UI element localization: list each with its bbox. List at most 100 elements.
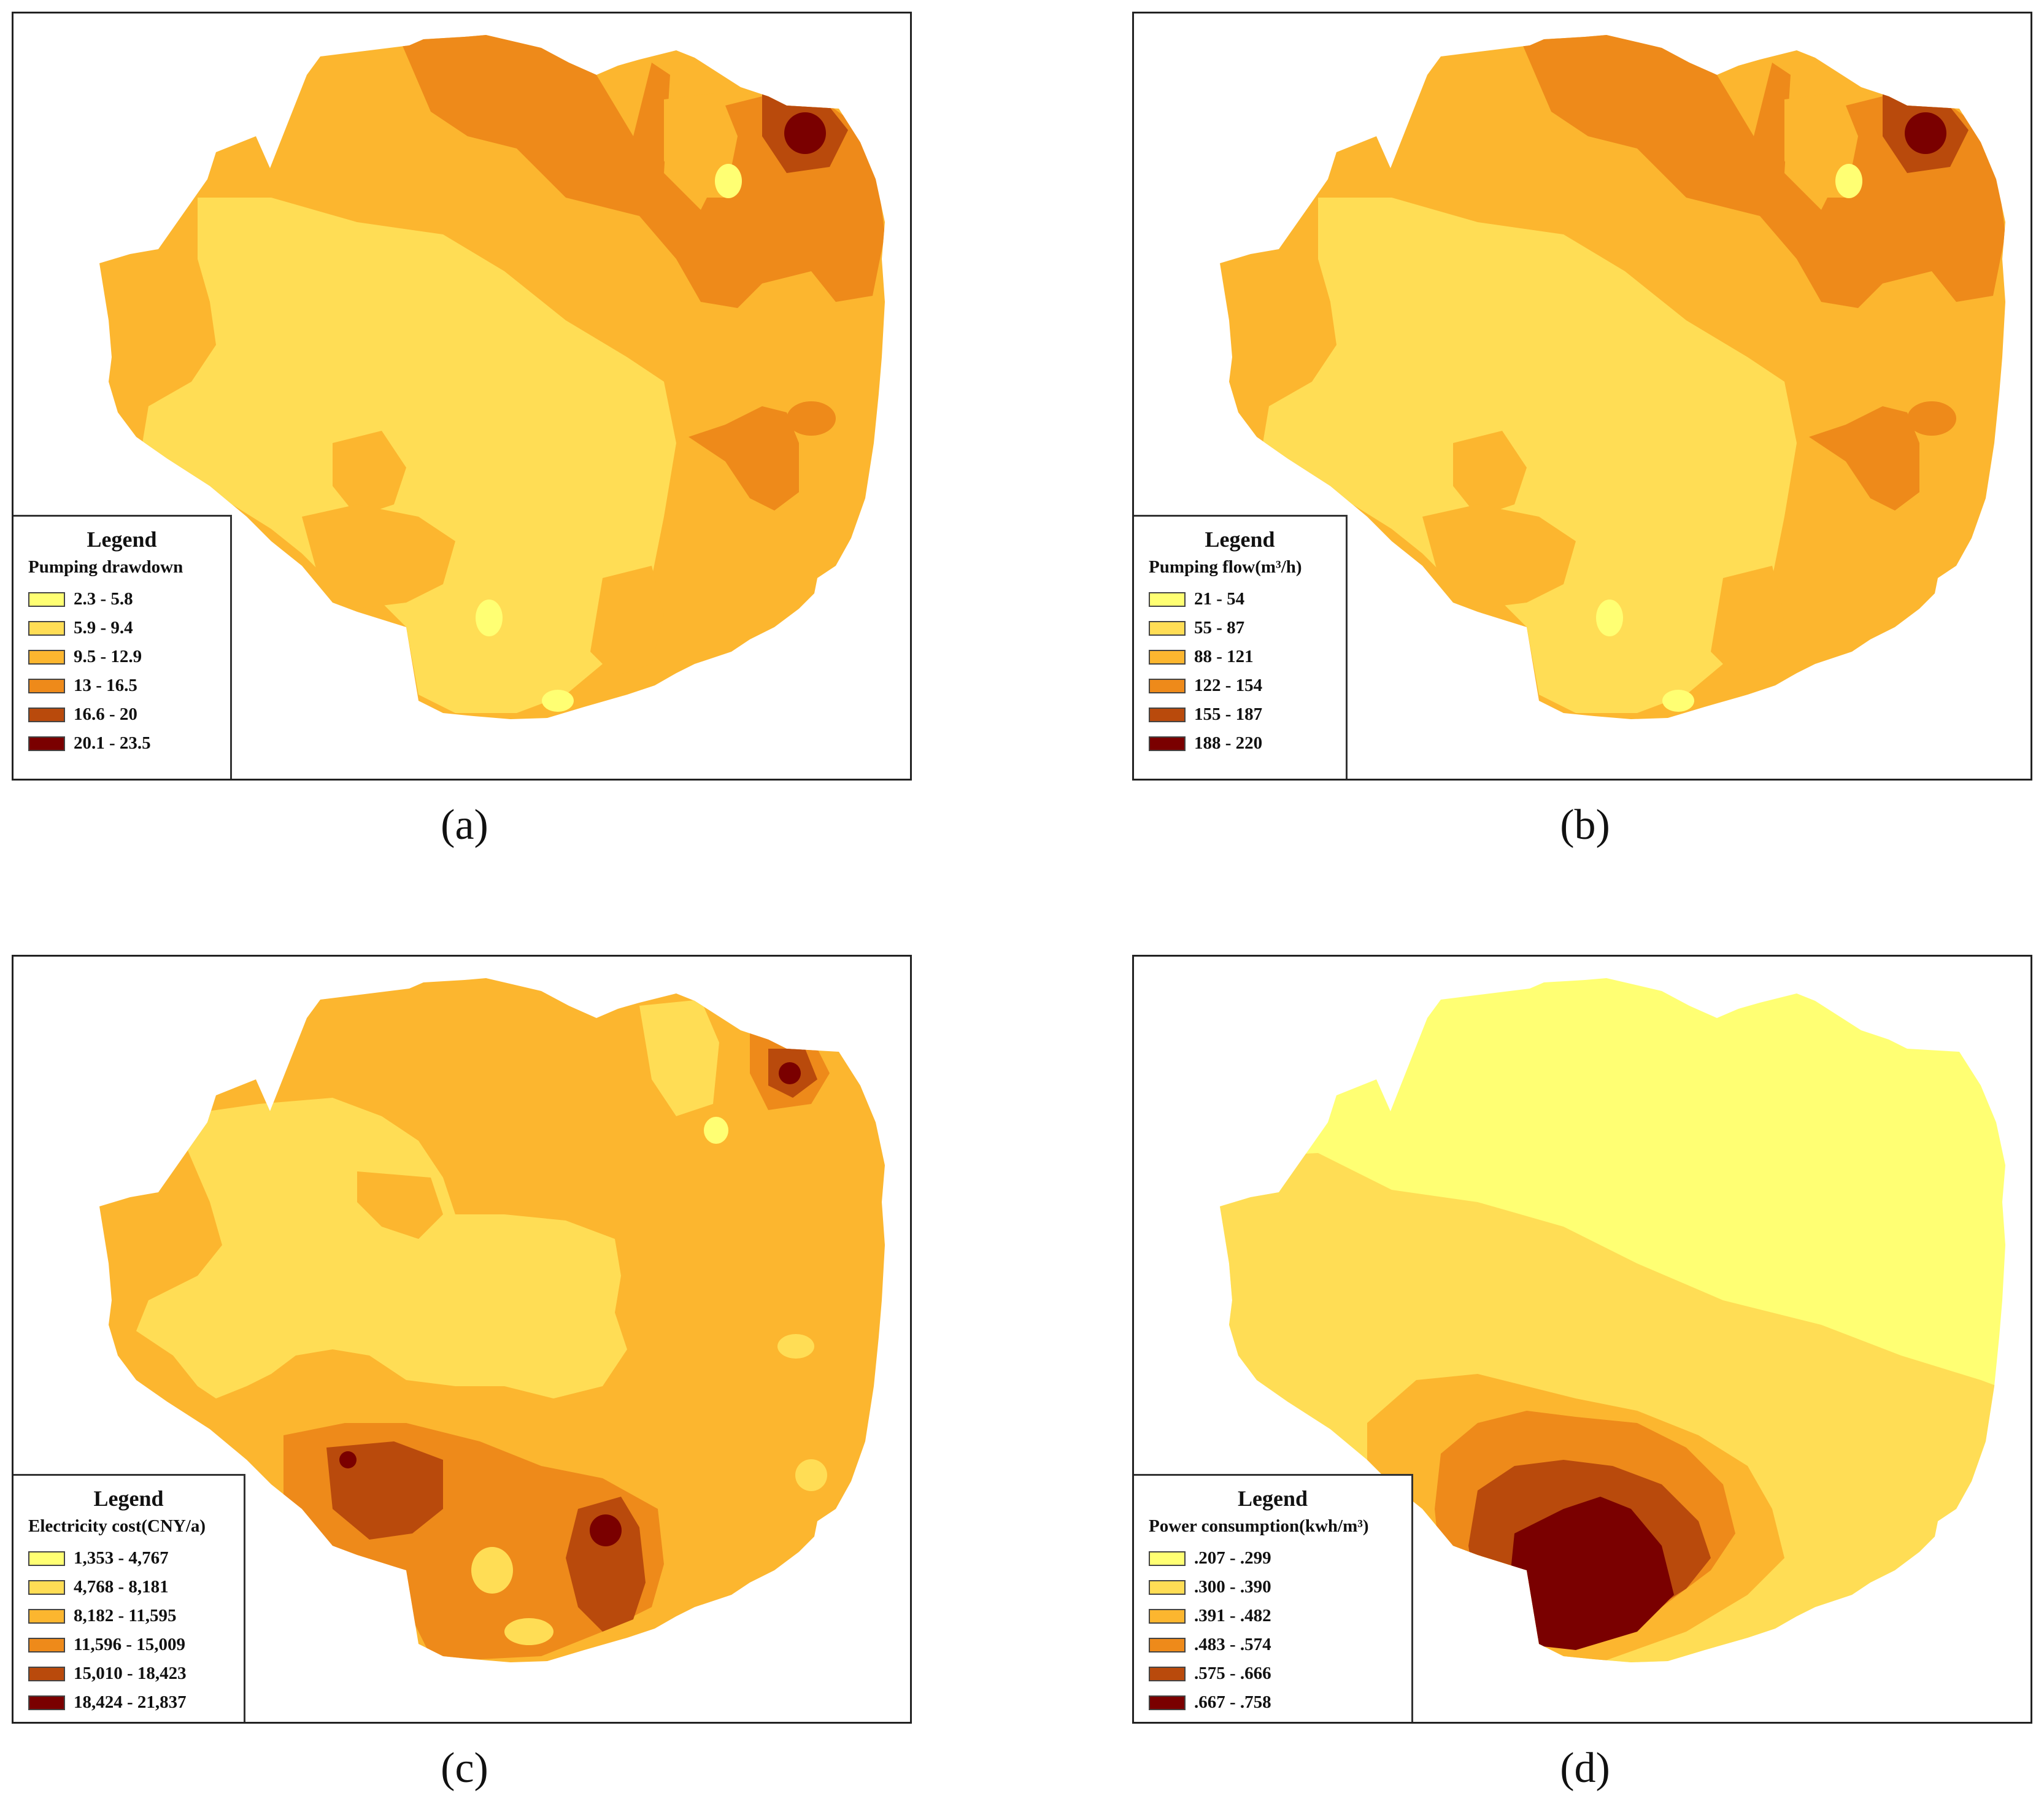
zone-class-3-southeast <box>590 566 664 676</box>
legend-item: 55 - 87 <box>1149 614 1331 642</box>
zone-class-6-south <box>1508 1497 1674 1650</box>
zone-class-2-dot <box>1360 451 1375 466</box>
legend-item: 18,424 - 21,837 <box>28 1688 229 1717</box>
legend-label: 21 - 54 <box>1194 589 1245 609</box>
legend-swatch <box>1149 620 1186 636</box>
legend-label: .575 - .666 <box>1194 1664 1271 1683</box>
legend-label: 18,424 - 21,837 <box>74 1692 187 1712</box>
legend-item: 188 - 220 <box>1149 729 1331 758</box>
legend-item: 13 - 16.5 <box>28 671 215 700</box>
legend-item: .667 - .758 <box>1149 1688 1397 1717</box>
legend-item: 88 - 121 <box>1149 642 1331 671</box>
map-panel-d: Legend Power consumption(kwh/m³) .207 - … <box>1132 955 2032 1724</box>
legend-swatch <box>28 1666 65 1681</box>
zone-class-3-southeast <box>1711 566 1784 676</box>
legend-swatch <box>1149 736 1186 751</box>
legend-label: 88 - 121 <box>1194 647 1254 666</box>
zone-class-6-peak <box>1905 112 1946 154</box>
zone-class-2-dot <box>239 451 254 466</box>
legend-variable: Electricity cost(CNY/a) <box>28 1516 206 1536</box>
legend-label: 15,010 - 18,423 <box>74 1664 187 1683</box>
legend-variable: Power consumption(kwh/m³) <box>1149 1516 1369 1536</box>
panel-caption-b: (b) <box>1560 801 1610 849</box>
legend-variable: Pumping drawdown <box>28 557 183 577</box>
legend-label: .207 - .299 <box>1194 1548 1271 1568</box>
legend-item: .575 - .666 <box>1149 1659 1397 1688</box>
panel-caption-d: (d) <box>1560 1745 1610 1792</box>
zone-class-2-west <box>136 1098 627 1398</box>
zone-class-3-inner <box>333 431 406 517</box>
legend-swatch <box>1149 707 1186 722</box>
legend-label: 9.5 - 12.9 <box>74 647 142 666</box>
legend-swatch <box>1149 678 1186 693</box>
legend-label: 20.1 - 23.5 <box>74 733 151 753</box>
legend-item: 11,596 - 15,009 <box>28 1630 229 1659</box>
pumping-drawdown-map <box>99 35 885 719</box>
zone-class-6-northeast-peak <box>779 1062 801 1084</box>
legend-item: 2.3 - 5.8 <box>28 585 215 614</box>
zone-class-5-southeast <box>566 1497 646 1632</box>
power-consumption-map <box>1220 978 2005 1662</box>
legend-title: Legend <box>93 1486 164 1511</box>
legend-swatch <box>28 707 65 722</box>
zone-class-1-south-edge <box>542 690 574 712</box>
zone-class-4-east <box>688 406 799 511</box>
electricity-cost-map <box>99 978 885 1662</box>
legend-label: .667 - .758 <box>1194 1692 1271 1712</box>
zone-class-2-east-spot <box>777 1334 814 1359</box>
legend-label: 5.9 - 9.4 <box>74 618 133 638</box>
zone-class-4-east-spot <box>787 401 836 436</box>
legend-swatch <box>28 1579 65 1595</box>
legend-item: 122 - 154 <box>1149 671 1331 700</box>
legend-swatch <box>1149 1666 1186 1681</box>
legend-swatch <box>1149 1579 1186 1595</box>
zone-class-3-south <box>302 504 455 609</box>
legend-label: 16.6 - 20 <box>74 704 137 724</box>
legend-item: 21 - 54 <box>1149 585 1331 614</box>
legend-item: 4,768 - 8,181 <box>28 1573 229 1602</box>
legend-variable: Pumping flow(m³/h) <box>1149 557 1302 577</box>
zone-class-3-south <box>1422 504 1576 609</box>
zone-class-6-southwest-peak <box>339 1451 357 1468</box>
pumping-flow-map <box>1220 35 2005 719</box>
legend-item: 8,182 - 11,595 <box>28 1602 229 1630</box>
zone-class-1-spot <box>715 164 742 198</box>
legend-c: Legend Electricity cost(CNY/a) 1,353 - 4… <box>13 1474 245 1722</box>
map-panel-b: Legend Pumping flow(m³/h) 21 - 54 55 - 8… <box>1132 12 2032 781</box>
legend-swatch <box>28 592 65 607</box>
legend-label: 11,596 - 15,009 <box>74 1635 186 1654</box>
panel-caption-a: (a) <box>441 801 488 849</box>
legend-label: 8,182 - 11,595 <box>74 1606 177 1626</box>
zone-class-1-spot <box>704 1117 728 1144</box>
legend-label: 13 - 16.5 <box>74 676 137 695</box>
map-panel-c: Legend Electricity cost(CNY/a) 1,353 - 4… <box>12 955 912 1724</box>
legend-item: 15,010 - 18,423 <box>28 1659 229 1688</box>
legend-swatch <box>1149 1637 1186 1653</box>
legend-swatch <box>28 678 65 693</box>
zone-class-5-southwest <box>326 1441 443 1540</box>
legend-label: 1,353 - 4,767 <box>74 1548 169 1568</box>
zone-class-3-inner <box>357 1171 443 1239</box>
legend-item: 9.5 - 12.9 <box>28 642 215 671</box>
zone-class-2-south-inner-2 <box>504 1618 553 1645</box>
zone-class-3-inner <box>1453 431 1527 517</box>
legend-label: 2.3 - 5.8 <box>74 589 133 609</box>
legend-b: Legend Pumping flow(m³/h) 21 - 54 55 - 8… <box>1134 515 1348 779</box>
legend-a: Legend Pumping drawdown 2.3 - 5.8 5.9 - … <box>13 515 232 779</box>
legend-title: Legend <box>87 527 157 552</box>
legend-swatch <box>1149 1608 1186 1624</box>
legend-label: 155 - 187 <box>1194 704 1263 724</box>
legend-item: 20.1 - 23.5 <box>28 729 215 758</box>
legend-label: 55 - 87 <box>1194 618 1245 638</box>
legend-item: .300 - .390 <box>1149 1573 1397 1602</box>
zone-class-6-southeast-peak <box>590 1514 622 1546</box>
legend-item: .207 - .299 <box>1149 1544 1397 1573</box>
zone-class-2-south-inner <box>471 1547 513 1594</box>
zone-class-2-central <box>142 198 676 713</box>
legend-d: Legend Power consumption(kwh/m³) .207 - … <box>1134 1474 1413 1722</box>
zone-class-2-east-spot-2 <box>795 1459 827 1491</box>
zone-class-4-east-spot <box>1907 401 1956 436</box>
zone-class-1-south-spot <box>1596 600 1623 636</box>
legend-swatch <box>28 649 65 665</box>
legend-item: 5.9 - 9.4 <box>28 614 215 642</box>
